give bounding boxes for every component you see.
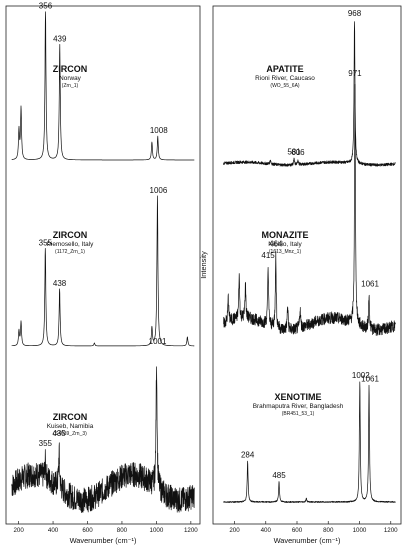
left-panel-frame bbox=[5, 5, 201, 525]
sample-id: (1613_Mnz_1) bbox=[269, 249, 302, 255]
x-tick-label: 400 bbox=[48, 527, 59, 534]
x-tick-label: 200 bbox=[229, 527, 240, 534]
sample-id: (1172_Zrn_1) bbox=[55, 249, 85, 255]
left-x-axis-label: Wavenumber (cm⁻¹) bbox=[70, 536, 137, 545]
mineral-name: ZIRCON bbox=[53, 230, 88, 240]
peak-label: 971 bbox=[348, 69, 362, 78]
peak-label: 606 bbox=[291, 148, 305, 157]
spectrum-line-xenotime bbox=[223, 381, 396, 503]
peak-label: 1002 bbox=[352, 371, 370, 380]
x-tick-label: 800 bbox=[323, 527, 334, 534]
peak-label: 1008 bbox=[150, 126, 168, 135]
spectrum-line-zircon bbox=[11, 195, 195, 347]
peak-label: 968 bbox=[348, 9, 362, 18]
spectrum-line-apatite bbox=[223, 21, 396, 167]
peak-label: 415 bbox=[261, 251, 275, 260]
peak-label: 356 bbox=[39, 2, 53, 11]
peak-label: 1061 bbox=[361, 279, 379, 288]
peak-label: 1001 bbox=[149, 337, 167, 346]
x-tick-label: 600 bbox=[292, 527, 303, 534]
peak-label: 435 bbox=[52, 429, 66, 438]
peak-label: 438 bbox=[53, 279, 67, 288]
peak-label: 464 bbox=[269, 240, 283, 249]
peak-label: 284 bbox=[241, 451, 255, 460]
sample-location: Piemosello, Italy bbox=[47, 241, 94, 248]
mineral-name: MONAZITE bbox=[262, 230, 309, 240]
x-tick-label: 600 bbox=[82, 527, 93, 534]
x-tick-label: 1000 bbox=[353, 527, 367, 534]
x-tick-label: 1000 bbox=[150, 527, 164, 534]
right-panel-frame bbox=[212, 5, 402, 525]
x-tick-label: 200 bbox=[13, 527, 24, 534]
spectrum-line-zircon bbox=[11, 11, 195, 161]
mineral-name: ZIRCON bbox=[53, 64, 88, 74]
mineral-name: XENOTIME bbox=[274, 392, 321, 402]
mineral-name: ZIRCON bbox=[53, 412, 88, 422]
left-panel: 200 400 600 800 1000 12003564391008ZIRCONNorw… bbox=[11, 2, 198, 534]
spectrum-line-zircon bbox=[11, 366, 195, 514]
sample-location: Norway bbox=[59, 75, 81, 82]
x-tick-label: 1200 bbox=[384, 527, 398, 534]
sample-id: (WO_55_6A) bbox=[270, 83, 300, 89]
sample-location: Rioni River, Caucaso bbox=[255, 75, 315, 82]
right-y-axis-label: Intensity bbox=[199, 251, 208, 279]
sample-location: Kuiseb, Namibia bbox=[47, 423, 94, 430]
mineral-name: APATITE bbox=[266, 64, 303, 74]
peak-label: 1006 bbox=[150, 186, 168, 195]
peak-label: 439 bbox=[53, 34, 67, 43]
peak-label: 1061 bbox=[361, 375, 379, 384]
x-tick-label: 400 bbox=[261, 527, 272, 534]
peak-label: 485 bbox=[272, 471, 286, 480]
peak-label: 355 bbox=[39, 439, 53, 448]
x-tick-label: 1200 bbox=[184, 527, 198, 534]
sample-location: Brahmaputra River, Bangladesh bbox=[253, 403, 344, 410]
peak-label: 581 bbox=[287, 148, 301, 157]
sample-id: (S4039_Zrn_3) bbox=[53, 431, 87, 437]
spectrum-line-monazite bbox=[223, 83, 396, 336]
sample-id: (BR451_53_1) bbox=[282, 411, 315, 417]
sample-id: (Zrn_1) bbox=[62, 83, 79, 89]
sample-location: Nibbio, Italy bbox=[268, 241, 302, 248]
peak-label: 355 bbox=[39, 238, 53, 247]
x-tick-label: 800 bbox=[117, 527, 128, 534]
right-x-axis-label: Wavenumber (cm⁻¹) bbox=[274, 536, 341, 545]
